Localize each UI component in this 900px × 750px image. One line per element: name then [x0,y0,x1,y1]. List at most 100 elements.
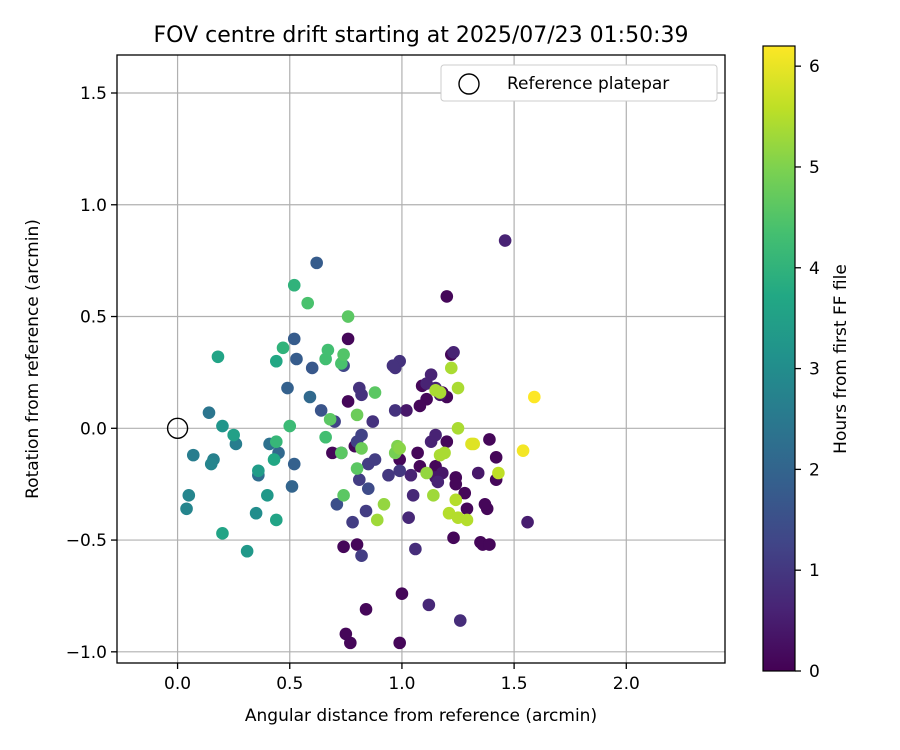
data-point [341,332,355,346]
data-point [483,433,496,446]
data-point [440,435,454,449]
data-point [447,531,460,545]
data-point [287,278,301,292]
data-point [382,468,395,482]
data-point [186,448,200,462]
data-point [406,489,420,502]
data-point [359,504,373,518]
data-point [444,361,458,375]
colorbar-tick-label: 0 [809,662,820,682]
y-tick-label: 0.0 [80,419,107,439]
data-point [283,419,297,433]
x-tick-label: 0.5 [276,674,303,694]
legend-marker-reference [458,73,480,95]
data-point [216,419,229,433]
scatter-points [166,234,541,650]
legend: Reference platepar [440,64,718,102]
data-point [249,506,263,520]
y-tick-label: 1.0 [80,196,107,216]
y-tick-label: 0.5 [80,308,107,328]
data-point [216,527,229,540]
data-point [285,480,299,493]
data-point [429,383,442,397]
data-point [370,513,384,527]
data-point [211,350,225,364]
data-point [269,435,283,449]
grid [117,55,725,663]
data-point [267,453,281,466]
data-point [350,462,364,475]
data-point [467,437,481,451]
data-point [301,296,315,310]
colorbar-tick-label: 2 [809,460,820,480]
data-point [319,430,332,444]
data-point [460,502,474,516]
data-point [402,511,415,525]
axis-ticks: 0.0 0.5 1.0 1.5 2.0 −1.0 −0.5 0.0 0.5 1.0 1.5 [66,84,640,694]
data-point [290,352,303,366]
data-point [355,549,368,563]
data-point [377,497,391,511]
data-point [440,290,454,303]
data-point [323,413,337,426]
colorbar-label: Hours from first FF file [831,264,851,454]
data-point [330,497,344,511]
x-tick-label: 2.0 [613,674,640,694]
data-point [460,513,474,527]
data-point [521,515,534,529]
data-point [303,390,317,404]
x-tick-label: 1.0 [388,674,415,694]
colorbar-tick-label: 3 [809,360,820,380]
data-point [471,466,485,480]
data-point [400,404,413,417]
plot-frame [116,54,726,664]
data-point [368,386,382,399]
data-point [240,544,254,558]
data-point [252,464,265,478]
y-tick-label: −0.5 [66,531,107,551]
colorbar-gradient [762,45,796,672]
data-point [393,464,406,478]
data-point [359,603,373,616]
data-point [429,428,442,442]
data-point [393,442,406,455]
y-tick-label: 1.5 [80,84,107,104]
data-point [478,497,492,511]
data-point [355,388,368,402]
data-point [341,310,355,323]
colorbar-ticks: 0 1 2 3 4 5 6 [795,57,820,682]
y-tick-label: −1.0 [66,643,107,663]
data-point [281,381,294,395]
data-point [451,381,465,395]
y-axis-label: Rotation from reference (arcmin) [23,219,43,499]
data-point [492,466,505,480]
data-point [335,446,348,460]
data-point [355,428,368,442]
data-point [269,513,283,527]
data-point [411,446,424,460]
data-point [395,587,409,601]
data-point [388,404,402,417]
data-point [498,234,512,247]
colorbar: 0 1 2 3 4 5 6 Hours from first FF file [762,45,851,682]
reference-platepar-marker [166,417,189,439]
data-point [404,468,418,482]
data-point [438,446,451,460]
data-point [261,489,274,502]
data-point [350,538,364,551]
x-tick-label: 0.0 [164,674,191,694]
data-point [353,473,366,487]
data-point [182,489,196,502]
x-tick-label: 1.5 [501,674,528,694]
data-point [305,361,319,375]
data-point [339,627,353,641]
data-point [310,256,323,270]
data-point [366,415,380,428]
colorbar-tick-label: 4 [809,259,820,279]
colorbar-tick-label: 1 [809,561,820,581]
data-point [451,421,465,435]
data-point [458,486,472,500]
data-point [180,502,193,516]
